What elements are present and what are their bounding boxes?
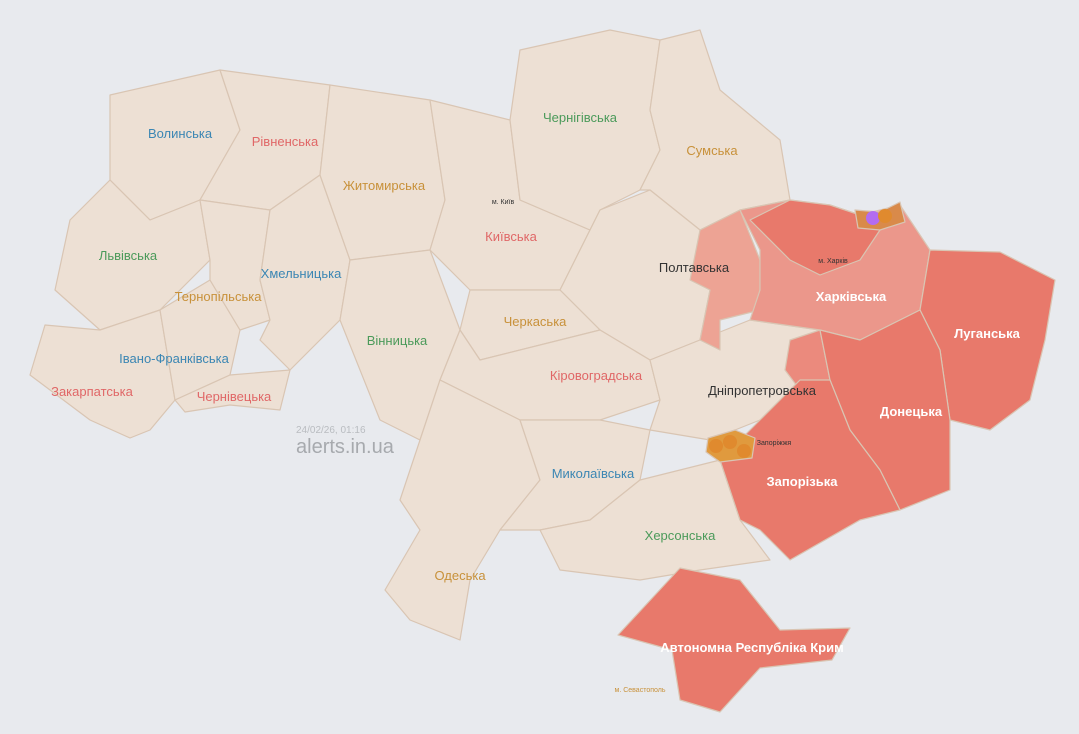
label-kharkiv: Харківська bbox=[816, 289, 887, 304]
city-label-kharkiv: м. Харків bbox=[818, 257, 848, 265]
city-label-sevastopol: м. Севастополь bbox=[615, 687, 666, 694]
label-zhytomyr: Житомирська bbox=[343, 178, 426, 193]
label-volyn: Волинська bbox=[148, 126, 213, 141]
label-donetsk: Донецька bbox=[880, 404, 943, 419]
region-odesa[interactable] bbox=[384, 379, 541, 641]
label-ivano-frankivsk: Івано-Франківська bbox=[119, 351, 229, 366]
label-chernihiv: Чернігівська bbox=[543, 110, 618, 125]
label-ternopil: Тернопільська bbox=[175, 289, 263, 304]
label-poltava: Полтавська bbox=[659, 260, 730, 275]
label-kyiv: Київська bbox=[485, 229, 537, 244]
label-kirovohrad: Кіровоградська bbox=[550, 368, 643, 383]
region-crimea[interactable] bbox=[617, 567, 851, 713]
label-khmelnytskyi: Хмельницька bbox=[261, 266, 342, 281]
label-zaporizhzhia: Запорізька bbox=[767, 474, 839, 489]
region-poltava-alert-zone[interactable] bbox=[689, 209, 761, 351]
label-cherkasy: Черкаська bbox=[504, 314, 568, 329]
label-zakarpattia: Закарпатська bbox=[51, 384, 134, 399]
watermark-timestamp: 24/02/26, 01:16 bbox=[296, 425, 366, 436]
label-mykolaiv: Миколаївська bbox=[552, 466, 635, 481]
city-label-zaporizhzhia: Запоріжжя bbox=[757, 439, 792, 447]
watermark-site: alerts.in.ua bbox=[296, 436, 394, 458]
drone-icon[interactable] bbox=[737, 444, 751, 458]
label-luhansk: Луганська bbox=[954, 326, 1021, 341]
label-vinnytsia: Вінницька bbox=[367, 333, 428, 348]
tank-icon[interactable] bbox=[866, 211, 880, 225]
region-ivano-frankivsk[interactable] bbox=[159, 279, 241, 401]
artillery-icon[interactable] bbox=[878, 209, 892, 223]
label-rivne: Рівненська bbox=[252, 134, 319, 149]
drone-icon[interactable] bbox=[723, 435, 737, 449]
label-crimea: Автономна Республіка Крим bbox=[660, 640, 843, 655]
label-chernivtsi: Чернівецька bbox=[197, 389, 272, 404]
city-label-kyiv: м. Київ bbox=[492, 199, 515, 206]
label-sumy: Сумська bbox=[686, 143, 738, 158]
label-kherson: Херсонська bbox=[645, 528, 716, 543]
drone-icon[interactable] bbox=[709, 439, 723, 453]
label-lviv: Львівська bbox=[99, 248, 158, 263]
label-odesa: Одеська bbox=[434, 568, 486, 583]
region-zakarpattia[interactable] bbox=[29, 309, 176, 439]
label-dnipro: Дніпропетровська bbox=[708, 383, 817, 398]
region-chernivtsi[interactable] bbox=[174, 369, 291, 413]
